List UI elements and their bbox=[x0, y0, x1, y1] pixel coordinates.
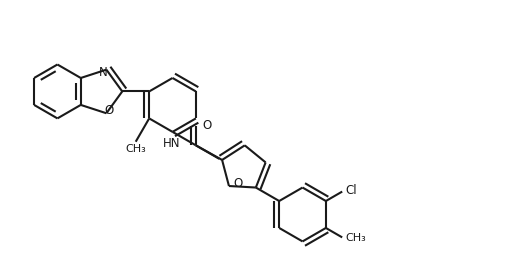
Text: HN: HN bbox=[163, 137, 181, 150]
Text: O: O bbox=[233, 177, 243, 190]
Text: Cl: Cl bbox=[345, 184, 357, 197]
Text: O: O bbox=[202, 119, 211, 132]
Text: N: N bbox=[99, 66, 108, 79]
Text: CH₃: CH₃ bbox=[345, 233, 366, 243]
Text: O: O bbox=[104, 104, 114, 117]
Text: CH₃: CH₃ bbox=[125, 144, 146, 154]
